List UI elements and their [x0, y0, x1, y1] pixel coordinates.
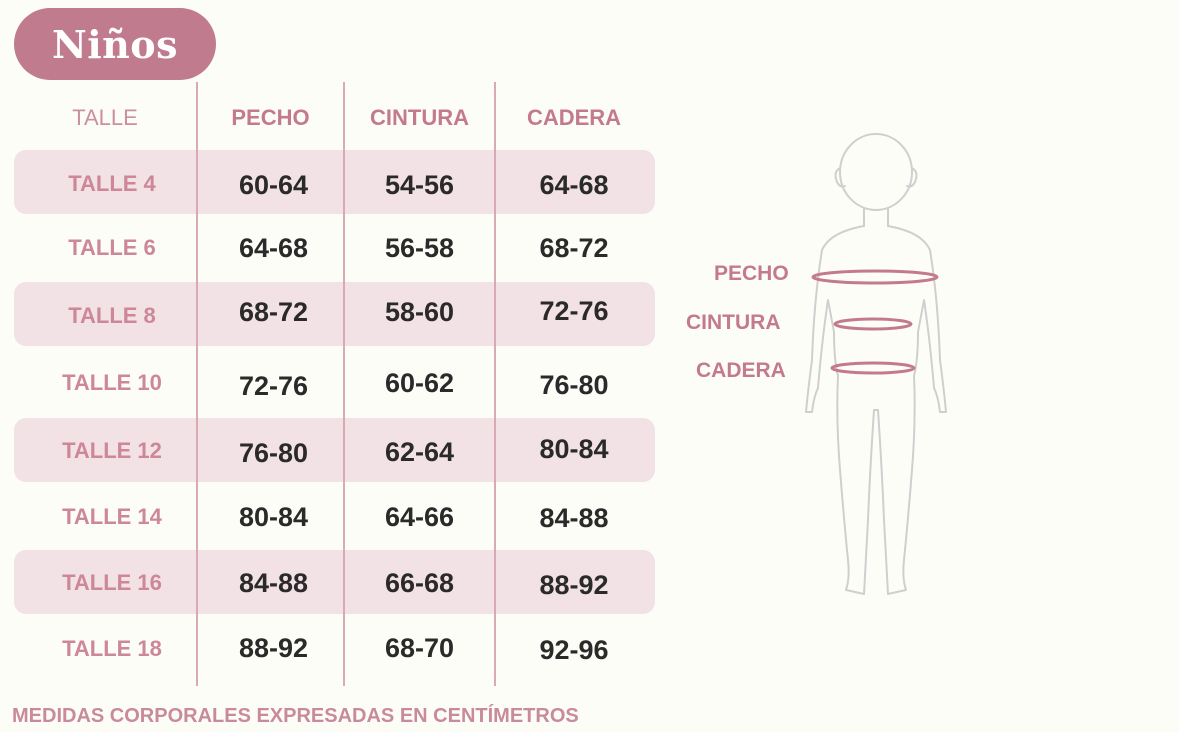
row-chest-value: 88-92 [238, 632, 309, 663]
header-talle: TALLE [72, 105, 138, 130]
row-waist-value: 68-70 [384, 632, 455, 663]
row-band-talle-16 [14, 550, 655, 614]
row-chest-value: 68-72 [238, 296, 309, 327]
row-chest-value: 76-80 [238, 437, 309, 468]
footer-note: MEDIDAS CORPORALES EXPRESADAS EN CENTÍME… [12, 705, 579, 727]
figure-label-cintura: CINTURA [686, 311, 781, 334]
row-waist-value: 54-56 [384, 169, 455, 200]
row-hip-value: 72-76 [539, 295, 609, 326]
header-cintura: CINTURA [370, 105, 469, 130]
row-waist-value: 56-58 [384, 232, 455, 263]
row-size-label: TALLE 18 [62, 636, 162, 661]
row-waist-value: 66-68 [384, 567, 455, 598]
child-body-outline-icon [805, 133, 947, 595]
row-hip-value: 64-68 [539, 169, 609, 200]
figure-label-cadera: CADERA [696, 359, 786, 382]
row-band-talle-12 [14, 418, 655, 482]
row-size-label: TALLE 14 [62, 504, 162, 529]
header-cadera: CADERA [526, 105, 622, 130]
column-divider-2 [343, 82, 345, 686]
row-hip-value: 92-96 [539, 634, 609, 665]
row-hip-value: 76-80 [539, 369, 609, 400]
figure-label-pecho: PECHO [714, 262, 789, 285]
row-band-talle-8 [14, 282, 655, 346]
title-badge: Niños [14, 8, 216, 80]
row-hip-value: 84-88 [539, 502, 609, 533]
row-size-label: TALLE 12 [62, 438, 162, 463]
column-divider-3 [494, 82, 496, 686]
row-chest-value: 80-84 [238, 501, 309, 532]
page-title: Niños [51, 21, 179, 67]
row-chest-value: 72-76 [238, 370, 309, 401]
row-waist-value: 60-62 [384, 367, 455, 398]
row-size-label: TALLE 6 [68, 235, 156, 260]
row-band-talle-4 [14, 150, 655, 214]
row-hip-value: 88-92 [539, 569, 609, 600]
row-size-label: TALLE 10 [62, 370, 162, 395]
row-waist-value: 58-60 [384, 296, 455, 327]
column-divider-1 [196, 82, 198, 686]
row-chest-value: 60-64 [238, 169, 309, 200]
row-hip-value: 68-72 [539, 232, 609, 263]
header-pecho: PECHO [231, 105, 310, 130]
row-waist-value: 64-66 [384, 501, 455, 532]
row-chest-value: 84-88 [238, 567, 309, 598]
row-waist-value: 62-64 [384, 436, 455, 467]
row-size-label: TALLE 4 [68, 171, 156, 196]
row-hip-value: 80-84 [539, 433, 609, 464]
row-chest-value: 64-68 [238, 232, 309, 263]
row-size-label: TALLE 16 [62, 570, 162, 595]
row-size-label: TALLE 8 [68, 303, 156, 328]
